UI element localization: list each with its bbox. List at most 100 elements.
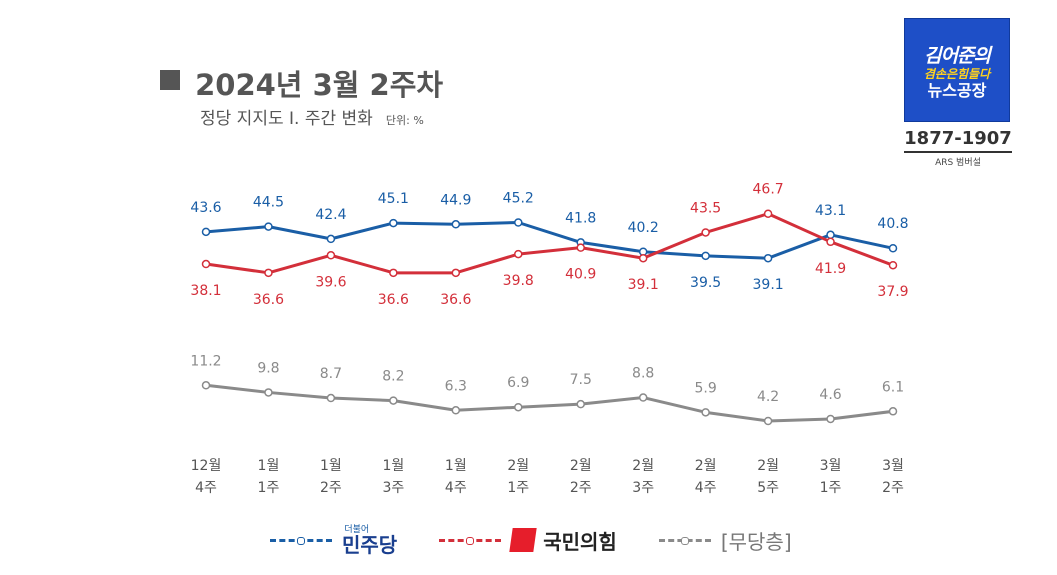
unit-label: 단위: % [385,114,424,127]
data-point [201,259,211,269]
data-point [514,249,523,259]
data-label: 6.1 [882,379,904,395]
x-tick-label: 3월 [882,458,904,474]
ppp-logo-icon [509,528,537,552]
legend-item-ppp: 국민의힘 [439,526,617,555]
x-tick-label: 2월 [757,458,779,474]
legend-label-minjoo: 민주당 [342,532,398,557]
x-tick-label: 4주 [195,480,217,496]
data-point [701,251,710,261]
series-line-2 [205,383,894,423]
data-point [451,406,461,415]
data-point [888,243,898,253]
legend-minjoo-prefix: 더불어 [344,524,370,535]
data-point [701,228,710,237]
data-point [763,416,773,426]
data-label: 8.8 [632,366,654,382]
data-point [826,237,835,247]
logo-line2: 겸손은힘들다 [923,67,991,81]
data-point [826,230,835,240]
legend-item-minjoo: 더불어 민주당 [270,524,398,557]
x-tick-label: 5주 [757,480,779,496]
data-point [514,218,523,227]
x-tick-label: 2주 [320,480,342,496]
data-point [576,243,585,252]
data-label: 4.2 [757,389,779,405]
data-label: 6.3 [445,378,467,394]
data-label: 5.9 [695,380,717,396]
data-label: 39.1 [753,277,784,293]
data-label: 41.9 [815,261,846,277]
logo-ars: ARS 범버설 [935,158,981,168]
data-point [576,399,585,409]
data-label: 8.2 [382,369,404,385]
data-label: 40.9 [565,267,596,283]
data-point [264,222,273,231]
data-point [389,218,398,228]
data-label: 43.6 [190,200,221,216]
x-tick-label: 2월 [632,458,654,474]
data-label: 41.8 [565,210,596,226]
data-label: 45.1 [378,191,409,207]
title-block: 2024년 3월 2주차 [160,62,443,104]
data-point [326,393,336,403]
logo-line1: 김어준의 [924,45,991,67]
data-point [201,227,211,237]
data-label: 43.5 [690,200,721,216]
x-tick-label: 3주 [632,480,654,496]
data-label: 36.6 [378,292,409,308]
data-point [638,393,648,402]
x-tick-label: 1주 [820,480,842,496]
x-tick-label: 1주 [258,480,280,496]
data-label: 39.8 [503,273,534,289]
x-tick-label: 3월 [820,458,842,474]
data-point [264,388,273,397]
x-tick-label: 1월 [445,458,467,474]
x-tick-label: 1월 [320,458,342,474]
x-tick-label: 4주 [445,480,467,496]
logo-phone: 1877-1907 [904,128,1012,153]
data-point [451,220,461,229]
data-label: 40.8 [877,216,908,232]
data-label: 36.6 [253,292,284,308]
data-label: 8.7 [320,366,342,382]
data-label: 36.6 [440,292,471,308]
data-point [514,402,523,412]
data-label: 7.5 [570,372,592,388]
data-label: 11.2 [190,353,221,369]
data-label: 42.4 [315,207,346,223]
legend-label-ppp: 국민의힘 [543,529,617,554]
data-point [389,396,398,405]
data-point [389,268,398,278]
data-point [451,268,461,278]
x-tick-label: 2월 [695,458,717,474]
data-label: 45.2 [503,191,534,207]
x-tick-label: 2주 [882,480,904,496]
x-tick-label: 2월 [570,458,592,474]
data-label: 40.2 [628,220,659,236]
data-label: 39.6 [315,274,346,290]
legend-item-independent: [무당층] [658,526,792,555]
title-square-icon [160,70,180,90]
data-point [763,253,773,263]
data-label: 37.9 [877,284,908,300]
x-tick-label: 1월 [258,458,280,474]
data-label: 6.9 [507,375,529,391]
x-tick-label: 4주 [695,480,717,496]
data-point [201,381,211,390]
data-point [701,408,710,417]
data-point [888,260,898,270]
x-tick-label: 3주 [382,480,404,496]
chart-title: 2024년 3월 2주차 [195,68,444,102]
series-line-0 [205,221,894,260]
x-tick-label: 2월 [507,458,529,474]
x-tick-label: 12월 [191,458,222,474]
program-logo: 김어준의 겸손은힘들다 뉴스공장 1877-1907 ARS 범버설 [904,18,1012,168]
data-point [763,209,773,218]
legend-line-minjoo [270,534,332,546]
x-tick-label: 1월 [382,458,404,474]
legend: 더불어 민주당 국민의힘 [무당층] [270,522,834,558]
x-tick-label: 1주 [507,480,529,496]
logo-line3: 뉴스공장 [927,81,987,100]
